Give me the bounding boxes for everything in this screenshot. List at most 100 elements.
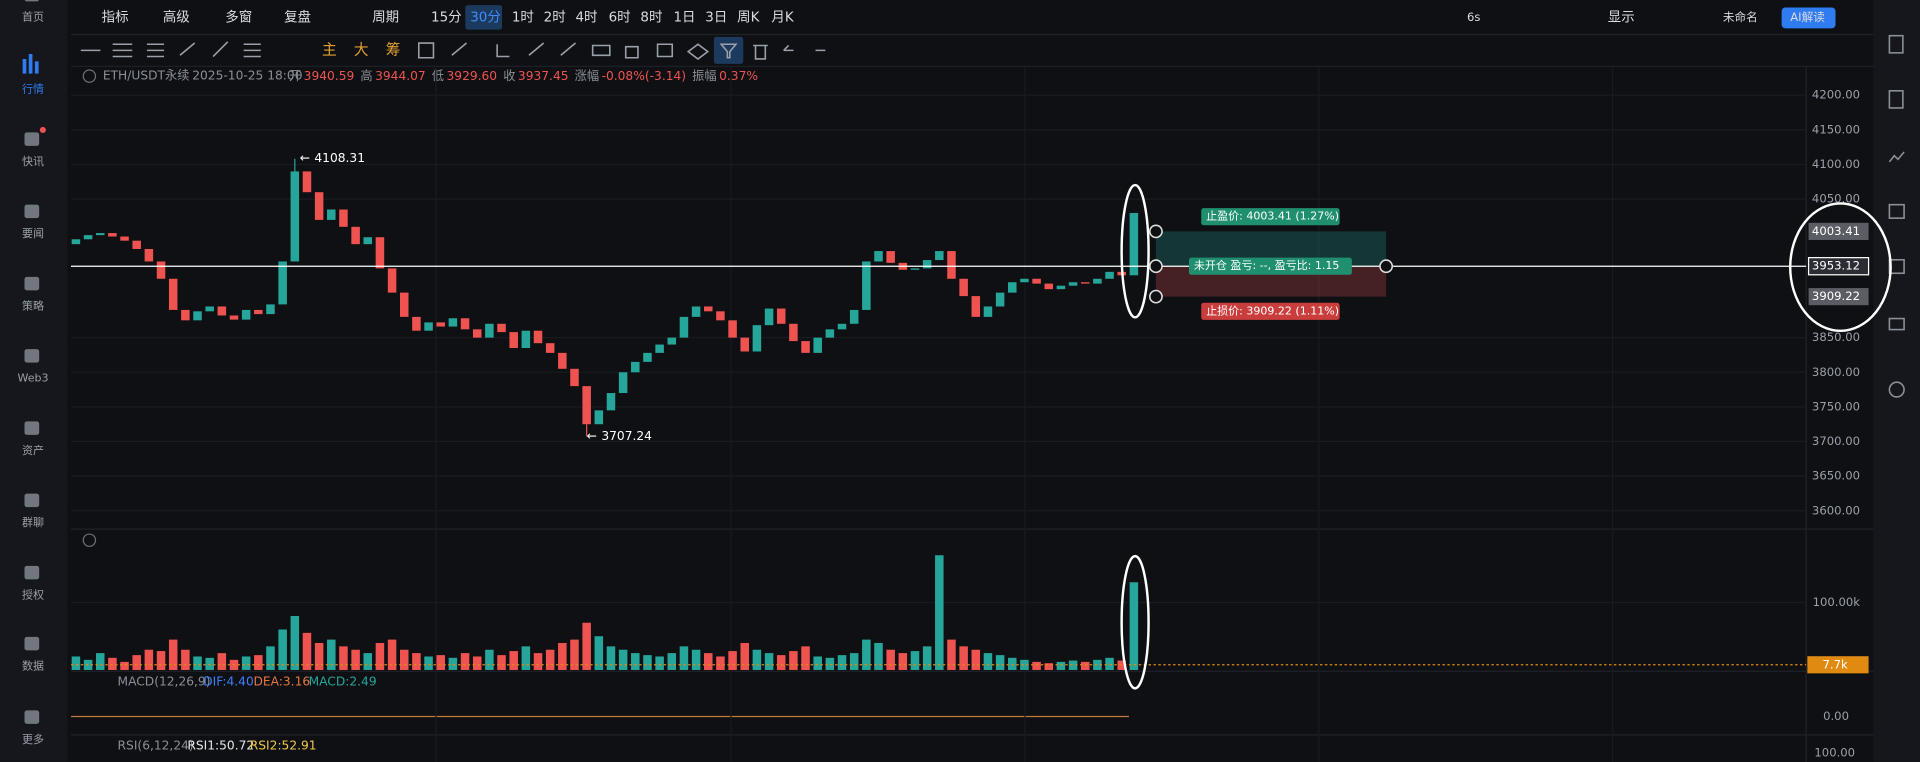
- nav-icon[interactable]: [24, 0, 39, 2]
- toolbar-item[interactable]: 复盘: [284, 8, 311, 25]
- nav-icon[interactable]: [24, 565, 40, 580]
- volume-bar: [679, 646, 689, 670]
- toolbar-item[interactable]: 6时: [609, 9, 631, 25]
- nav-icon[interactable]: [24, 349, 40, 363]
- legend-value: 3929.60: [447, 69, 498, 83]
- drawing-tool[interactable]: 主: [322, 41, 337, 58]
- nav-label[interactable]: 更多: [22, 732, 44, 746]
- nav-label[interactable]: 资产: [22, 443, 44, 457]
- volume-bar: [1129, 582, 1139, 670]
- price-axis-tag-bg: [1808, 288, 1869, 306]
- collapse-button[interactable]: [82, 69, 97, 83]
- volume-bar: [716, 656, 725, 670]
- nav-label[interactable]: 首页: [22, 9, 44, 23]
- volume-bar: [983, 653, 993, 670]
- nav-label[interactable]: 数据: [22, 658, 44, 672]
- candle-body: [776, 308, 786, 324]
- nav-icon[interactable]: [24, 636, 40, 651]
- price-axis-tag: 3953.12: [1812, 259, 1860, 273]
- candle-body: [570, 368, 579, 387]
- volume-bar: [874, 642, 883, 670]
- toolbar-right[interactable]: AI解读: [1790, 10, 1825, 24]
- nav-label[interactable]: 快讯: [22, 155, 44, 168]
- drawing-tool[interactable]: 筹: [386, 41, 401, 58]
- right-icon[interactable]: [1888, 151, 1905, 163]
- drawing-tool[interactable]: 大: [354, 41, 369, 58]
- y-tick-label: 100.00k: [1813, 595, 1861, 609]
- right-icon[interactable]: [1888, 34, 1904, 54]
- right-icon[interactable]: [1888, 89, 1904, 109]
- candle-body: [412, 316, 421, 331]
- nav-label[interactable]: 要闻: [22, 226, 44, 240]
- active-nav-icon: [22, 54, 39, 74]
- toolbar-right[interactable]: 未命名: [1723, 10, 1758, 24]
- draw-tool-icons[interactable]: [80, 41, 261, 58]
- candle-body: [862, 261, 871, 310]
- candle-body: [1032, 278, 1041, 284]
- toolbar-item[interactable]: 周期: [372, 9, 399, 25]
- right-icon[interactable]: [1888, 317, 1905, 331]
- right-icon[interactable]: [1888, 381, 1905, 398]
- nav-label[interactable]: 行情: [22, 83, 44, 96]
- nav-icon[interactable]: [24, 710, 40, 724]
- volume-bar: [631, 653, 640, 670]
- position-handle[interactable]: [1149, 224, 1163, 239]
- toolbar-item[interactable]: 3日: [705, 10, 727, 25]
- toolbar-item[interactable]: 指标: [102, 9, 129, 25]
- position-handle[interactable]: [1149, 259, 1163, 274]
- toolbar-right[interactable]: 显示: [1608, 10, 1635, 25]
- volume-bar: [582, 622, 591, 670]
- toolbar-item[interactable]: 月K: [771, 10, 794, 25]
- candle-body: [874, 251, 883, 262]
- candle-body: [533, 330, 543, 344]
- position-handle[interactable]: [1379, 259, 1394, 274]
- candle-body: [813, 337, 822, 353]
- candle-body: [740, 337, 749, 352]
- candle-body: [1056, 285, 1066, 290]
- nav-label[interactable]: 群聊: [22, 515, 44, 529]
- toolbar-item[interactable]: 4时: [576, 9, 598, 25]
- toolbar-item[interactable]: 2时: [544, 9, 566, 25]
- toolbar-right[interactable]: 6s: [1467, 10, 1480, 24]
- nav-label[interactable]: Web3: [18, 372, 49, 385]
- nav-icon[interactable]: [24, 204, 40, 219]
- nav-icon[interactable]: [24, 276, 40, 291]
- candle-body: [497, 323, 506, 333]
- nav-icon[interactable]: [24, 132, 40, 146]
- candle-body: [399, 292, 409, 317]
- toolbar-item[interactable]: 30分: [470, 9, 501, 25]
- toolbar-item[interactable]: 15分: [431, 9, 462, 25]
- right-icon[interactable]: [1888, 203, 1905, 219]
- toolbar-item[interactable]: 8时: [640, 9, 662, 25]
- candle-body: [837, 323, 847, 330]
- toolbar-item[interactable]: 1日: [673, 10, 695, 25]
- toolbar-item[interactable]: 多窗: [225, 8, 252, 25]
- volume-bar: [667, 653, 677, 670]
- volume-bar: [108, 657, 117, 670]
- position-handle[interactable]: [1149, 289, 1163, 304]
- candle-body: [229, 315, 239, 320]
- nav-icon[interactable]: [24, 493, 40, 508]
- nav-label[interactable]: 策略: [22, 298, 44, 312]
- volume-tag-bg: [1807, 656, 1869, 674]
- toolbar-item[interactable]: 高级: [163, 8, 190, 25]
- candle-body: [460, 318, 470, 330]
- volume-bar: [533, 653, 543, 670]
- macd-value: MACD:2.49: [309, 675, 377, 689]
- draw-tool-icons-2[interactable]: [417, 42, 826, 60]
- candle-body: [254, 309, 263, 315]
- volume-bar: [971, 649, 981, 670]
- collapse-button[interactable]: [82, 533, 97, 547]
- macd-dea: DEA:3.16: [253, 675, 310, 689]
- candle-body: [205, 306, 214, 312]
- toolbar-item[interactable]: 1时: [512, 9, 534, 25]
- volume-bar: [813, 656, 822, 670]
- nav-icon[interactable]: [24, 421, 40, 435]
- toolbar-item[interactable]: 周K: [737, 10, 760, 25]
- nav-label[interactable]: 授权: [22, 587, 44, 601]
- ai-button-bg[interactable]: [1781, 7, 1836, 29]
- y-tick-label: 3800.00: [1812, 365, 1860, 379]
- candle-body: [1105, 271, 1114, 279]
- price-axis-tag-bg: [1807, 257, 1870, 276]
- volume-bar: [120, 661, 129, 670]
